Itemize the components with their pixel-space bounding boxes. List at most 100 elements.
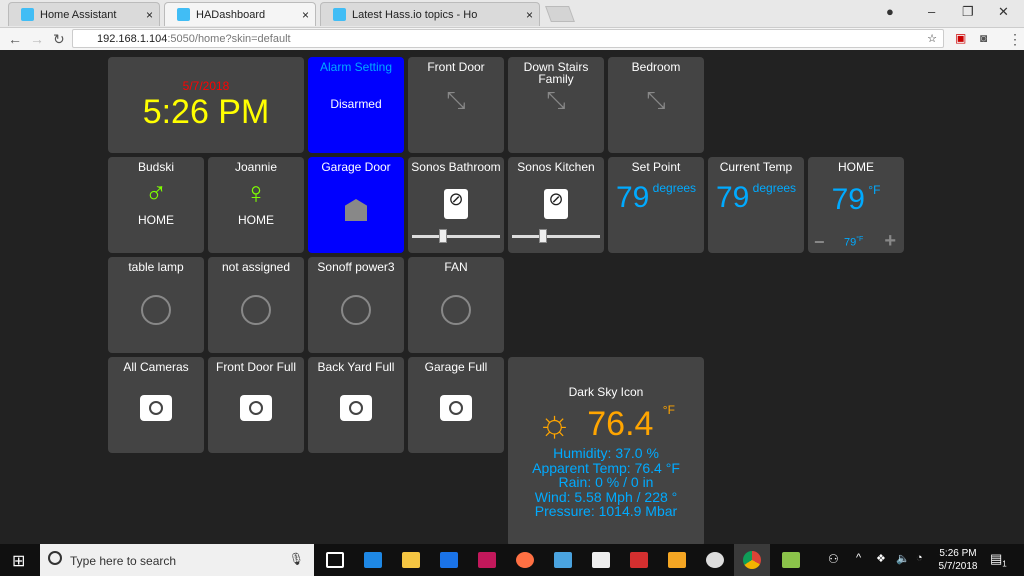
tab-strip: Home Assistant × HADashboard × Latest Hass… (0, 0, 1024, 28)
camera-tile-garage[interactable]: Garage Full (408, 357, 504, 453)
person-tile-budski[interactable]: Budski ♂ HOME (108, 157, 204, 253)
tab-hadashboard[interactable]: HADashboard × (164, 2, 316, 26)
profile-icon[interactable]: ● (886, 4, 894, 19)
camera-icon (340, 395, 372, 421)
camera-tile-back-yard[interactable]: Back Yard Full (308, 357, 404, 453)
close-tab-icon[interactable]: × (145, 7, 153, 22)
tab-home-assistant[interactable]: Home Assistant × (8, 2, 160, 26)
close-tab-icon[interactable]: × (525, 7, 533, 22)
current-temp-tile: Current Temp 79 degrees (708, 157, 804, 253)
weather-temp: 76.4 (587, 405, 654, 443)
volume-slider-handle[interactable] (438, 229, 447, 243)
bookmark-star-icon[interactable]: ☆ (927, 33, 937, 45)
app-icon[interactable] (478, 552, 496, 568)
camera-icon (240, 395, 272, 421)
toolbar: ← → ↻ 192.168.1.104:5050/home?skin=defau… (0, 28, 1024, 50)
url-path: :5050/home?skin=default (167, 33, 291, 45)
switch-off-icon (141, 295, 171, 325)
dashboard: 5/7/2018 5:26 PM Alarm Setting Disarmed … (0, 50, 1024, 547)
speaker-off-icon: ⊘ (544, 189, 568, 219)
climate-setpoint: 79°F (844, 236, 863, 249)
microphone-icon[interactable]: 🎙 (288, 552, 304, 566)
sonos-tile-kitchen[interactable]: Sonos Kitchen ⊘ (508, 157, 604, 253)
app-icon[interactable] (668, 552, 686, 568)
person-tile-joannie[interactable]: Joannie ♀ HOME (208, 157, 304, 253)
extension-icon[interactable]: ▣ (955, 31, 967, 45)
internet-explorer-icon[interactable] (440, 552, 458, 568)
people-icon[interactable]: ⚇ (828, 552, 839, 566)
person-state: HOME (138, 213, 174, 227)
climate-value: 79 (831, 183, 865, 216)
sensor-tile-down-stairs[interactable]: Down Stairs Family ⤡ (508, 57, 604, 153)
door-closed-icon: ⤡ (446, 87, 466, 114)
restore-icon[interactable]: ❐ (962, 4, 974, 19)
decrease-button[interactable]: − (814, 232, 825, 252)
sonos-tile-bathroom[interactable]: Sonos Bathroom ⊘ (408, 157, 504, 253)
action-center-icon[interactable]: ▤1 (990, 551, 1007, 569)
search-placeholder: Type here to search (70, 554, 177, 568)
taskbar-search[interactable]: Type here to search 🎙 (40, 544, 314, 576)
camera-tile-all[interactable]: All Cameras (108, 357, 204, 453)
forward-icon[interactable]: → (30, 31, 44, 47)
weather-wind: Wind: 5.58 Mph / 228 ° (534, 488, 678, 505)
windows-start-icon[interactable]: ⊞ (12, 553, 26, 570)
close-window-icon[interactable]: ✕ (998, 4, 1009, 19)
new-tab-button[interactable] (545, 6, 575, 22)
close-tab-icon[interactable]: × (301, 7, 309, 22)
switch-tile-fan[interactable]: FAN (408, 257, 504, 353)
garage-door-tile[interactable]: Garage Door (308, 157, 404, 253)
7zip-icon[interactable] (592, 552, 610, 568)
tile-title: Joannie (234, 160, 278, 174)
unit: degrees (752, 181, 797, 195)
increase-button[interactable]: + (884, 230, 896, 252)
tile-title: FAN (444, 260, 468, 274)
filezilla-icon[interactable] (630, 552, 648, 568)
switch-tile-table-lamp[interactable]: table lamp (108, 257, 204, 353)
dropbox-icon[interactable]: ❖ (876, 553, 886, 565)
setpoint-value: 79 (844, 237, 857, 249)
tile-title: Budski (137, 160, 175, 174)
alarm-tile[interactable]: Alarm Setting Disarmed (308, 57, 404, 153)
volume-icon[interactable]: 🔈 (896, 553, 910, 565)
menu-icon[interactable]: ⋮ (1008, 31, 1022, 47)
firefox-icon[interactable] (516, 552, 534, 568)
volume-slider-handle[interactable] (538, 229, 547, 243)
volume-slider[interactable] (512, 229, 600, 243)
task-view-icon[interactable] (326, 552, 344, 568)
wifi-icon[interactable]: ◔ (916, 552, 923, 564)
switch-tile-not-assigned[interactable]: not assigned (208, 257, 304, 353)
minimize-icon[interactable]: – (928, 4, 936, 19)
app-icon[interactable] (706, 552, 724, 568)
hadashboard-favicon-icon (177, 8, 190, 21)
taskbar-time: 5:26 PM (939, 548, 977, 559)
camera-icon (140, 395, 172, 421)
back-icon[interactable]: ← (8, 31, 22, 47)
extension-webcam-icon[interactable]: ◙ (980, 31, 988, 45)
show-hidden-icons[interactable]: ^ (856, 552, 862, 564)
camera-tile-front-door[interactable]: Front Door Full (208, 357, 304, 453)
address-bar[interactable]: 192.168.1.104:5050/home?skin=default ☆ (72, 29, 944, 48)
climate-tile: HOME 79 °F − 79°F + (808, 157, 904, 253)
switch-off-icon (441, 295, 471, 325)
tab-hassio-topics[interactable]: Latest Hass.io topics - Ho × (320, 2, 540, 26)
tile-title: Dark Sky Icon (568, 385, 644, 399)
unit: °F (868, 183, 881, 197)
edge-icon[interactable] (364, 552, 382, 568)
tile-title: Sonos Bathroom (411, 160, 501, 174)
taskbar-clock[interactable]: 5:26 PM 5/7/2018 (936, 547, 980, 573)
volume-slider[interactable] (412, 229, 500, 243)
notepad-icon[interactable] (782, 552, 800, 568)
home-assistant-favicon-icon (21, 8, 34, 21)
reload-icon[interactable]: ↻ (53, 31, 65, 47)
tile-title: All Cameras (123, 360, 189, 374)
taskbar: ⊞ Type here to search 🎙 ⚇ ^ ❖ 🔈 ◔ 5:26 PM… (0, 544, 1024, 576)
app-icon[interactable] (554, 552, 572, 568)
switch-tile-sonoff-power3[interactable]: Sonoff power3 (308, 257, 404, 353)
weather-apparent-temp: Apparent Temp: 76.4 °F (532, 459, 680, 476)
sensor-tile-front-door[interactable]: Front Door ⤡ (408, 57, 504, 153)
tab-label: HADashboard (196, 8, 266, 21)
chrome-taskbar-button[interactable] (734, 544, 770, 576)
current-temp-value: 79 (715, 181, 750, 214)
file-explorer-icon[interactable] (402, 552, 420, 568)
sensor-tile-bedroom[interactable]: Bedroom ⤡ (608, 57, 704, 153)
